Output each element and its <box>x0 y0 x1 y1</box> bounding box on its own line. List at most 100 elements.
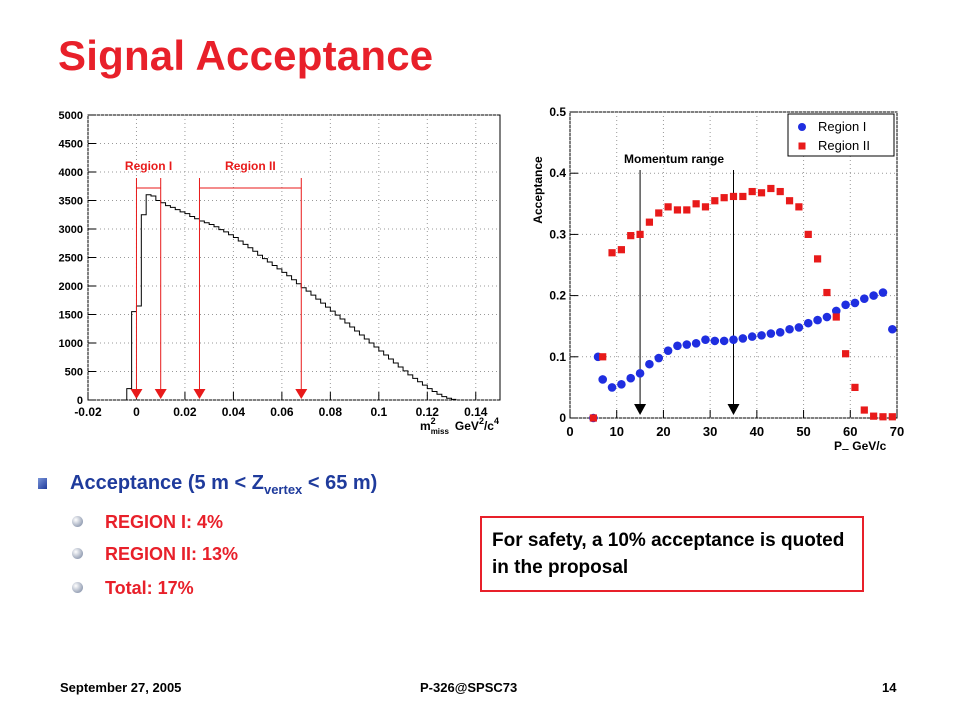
acc-y-tick-label: 0.1 <box>549 350 566 364</box>
region-1-point <box>878 288 888 297</box>
bullet-region-1-text: REGION I: 4% <box>105 512 224 532</box>
region-2-point <box>720 194 728 202</box>
region-1-point <box>701 335 710 344</box>
momentum-arrow-head <box>727 404 740 415</box>
region-1-point <box>645 359 654 369</box>
acc-x-tick-label: 20 <box>656 424 670 439</box>
region-1-point <box>850 298 860 308</box>
acc-y-tick-label: 0.3 <box>549 227 566 241</box>
acc-x-label-symbol: P <box>834 439 842 450</box>
acc-y-tick-label: 0 <box>559 411 566 425</box>
acceptance-vs-momentum-plot: 0 10 20 30 40 50 60 70 0 0.1 0.2 0.3 0.4 0.5 Acceptanc… <box>531 105 904 450</box>
acc-y-axis-label: Acceptance <box>531 156 545 224</box>
region-1-point <box>888 324 897 334</box>
hist-x-tick-label: -0.02 <box>74 405 102 419</box>
hist-y-tick-label: 0 <box>77 395 83 407</box>
region-1-point <box>607 383 617 392</box>
region-marker-arrow <box>193 389 206 399</box>
missing-mass-histogram: -0.02 0 0.02 0.04 0.06 0.08 0.1 0.12 0.140500100… <box>59 110 501 436</box>
bullet-acceptance-pre: Acceptance (5 m < Z <box>70 472 264 494</box>
hist-x-tick-label: 0.02 <box>173 405 197 419</box>
bullet-acceptance-text: Acceptance (5 m < Zvertex < 65 m) <box>70 472 377 497</box>
acc-x-tick-label: 50 <box>796 424 810 439</box>
hist-y-tick-label: 2500 <box>59 253 83 265</box>
region-1-point <box>691 339 701 348</box>
acc-x-tick-label: 10 <box>609 424 623 439</box>
region-1-point <box>710 336 720 346</box>
region-1-point <box>719 336 729 346</box>
region-2-point <box>683 206 691 214</box>
hist-y-tick-label: 500 <box>65 367 83 379</box>
region-2-point <box>832 313 840 321</box>
footer-page-number: 14 <box>882 680 897 695</box>
region-2-point <box>813 255 822 263</box>
acc-x-axis-label: Pπ GeV/c <box>834 439 887 450</box>
hist-x-label-unit-sup2: 4 <box>494 416 499 426</box>
hist-y-tick-label: 5000 <box>59 110 83 122</box>
region-2-point <box>757 189 766 197</box>
region-2-point <box>767 184 775 193</box>
hist-x-tick-label: 0.06 <box>270 405 294 419</box>
region-1-point <box>803 318 813 328</box>
region-2-point <box>785 197 794 205</box>
region-marker-arrow <box>130 389 143 399</box>
region-1-point <box>869 291 878 300</box>
hist-x-tick-label: 0 <box>133 405 140 419</box>
acc-x-tick-label: 60 <box>843 424 857 439</box>
region-1-point <box>626 373 636 383</box>
region-2-point <box>655 209 663 217</box>
region-1-point <box>598 375 607 384</box>
hist-x-axis-label: m2 miss GeV2/c4 <box>420 416 499 436</box>
hist-y-tick-label: 3500 <box>59 196 83 208</box>
region-2-point <box>842 350 850 358</box>
region-1-point <box>822 312 832 322</box>
hist-x-label-sup: 2 <box>431 416 436 426</box>
region-1-point <box>747 332 757 341</box>
bullet-region-2-text: REGION II: 13% <box>105 544 239 564</box>
region-marker-arrow <box>295 389 308 399</box>
slide-title: Signal Acceptance <box>58 32 434 79</box>
region-2-point <box>888 413 896 421</box>
region-2-point <box>664 203 672 211</box>
region-2-point <box>645 218 654 226</box>
region-2-point <box>599 353 607 361</box>
region-2-point <box>608 249 616 257</box>
hist-x-tick-label: 0.08 <box>319 405 343 419</box>
region-2-point <box>823 288 831 297</box>
region-2-point <box>795 203 803 211</box>
momentum-arrow-head <box>634 404 647 415</box>
region-2-point <box>627 232 635 240</box>
acc-x-tick-label: 40 <box>750 424 764 439</box>
region-1-point <box>794 323 804 332</box>
region-2-point <box>701 203 710 211</box>
region-marker-arrow <box>154 389 167 399</box>
acc-legend <box>787 113 895 157</box>
hist-x-label-sub: miss <box>431 427 450 436</box>
bullet-acceptance-post: < 65 m) <box>302 472 378 494</box>
legend-entry-label: Region II <box>818 138 870 153</box>
hist-x-label-symbol: m <box>420 419 431 433</box>
footer-date: September 27, 2005 <box>60 680 182 695</box>
region-label: Region I <box>125 159 172 173</box>
region-1-point <box>673 341 682 351</box>
acc-x-tick-label: 0 <box>566 424 573 439</box>
hist-x-label-unit: GeV <box>455 419 479 433</box>
bullet-total-text: Total: 17% <box>105 578 194 598</box>
region-1-point <box>813 315 822 325</box>
region-2-point <box>870 412 878 420</box>
region-1-point <box>729 335 738 344</box>
hist-y-tick-label: 4500 <box>59 139 83 151</box>
region-2-point <box>851 383 859 391</box>
region-2-point <box>776 187 784 196</box>
region-2-point <box>692 200 700 208</box>
legend-circle-icon <box>798 123 806 131</box>
legend-square-icon <box>798 142 806 150</box>
region-1-point <box>766 329 776 338</box>
region-label: Region II <box>225 159 276 173</box>
acc-x-label-sub: π <box>842 446 849 450</box>
hist-x-tick-label: 0.12 <box>416 405 440 419</box>
acc-y-tick-label: 0.5 <box>549 105 566 119</box>
hist-x-tick-label: 0.04 <box>222 405 246 419</box>
region-2-point <box>589 414 597 422</box>
region-1-point <box>860 294 869 303</box>
